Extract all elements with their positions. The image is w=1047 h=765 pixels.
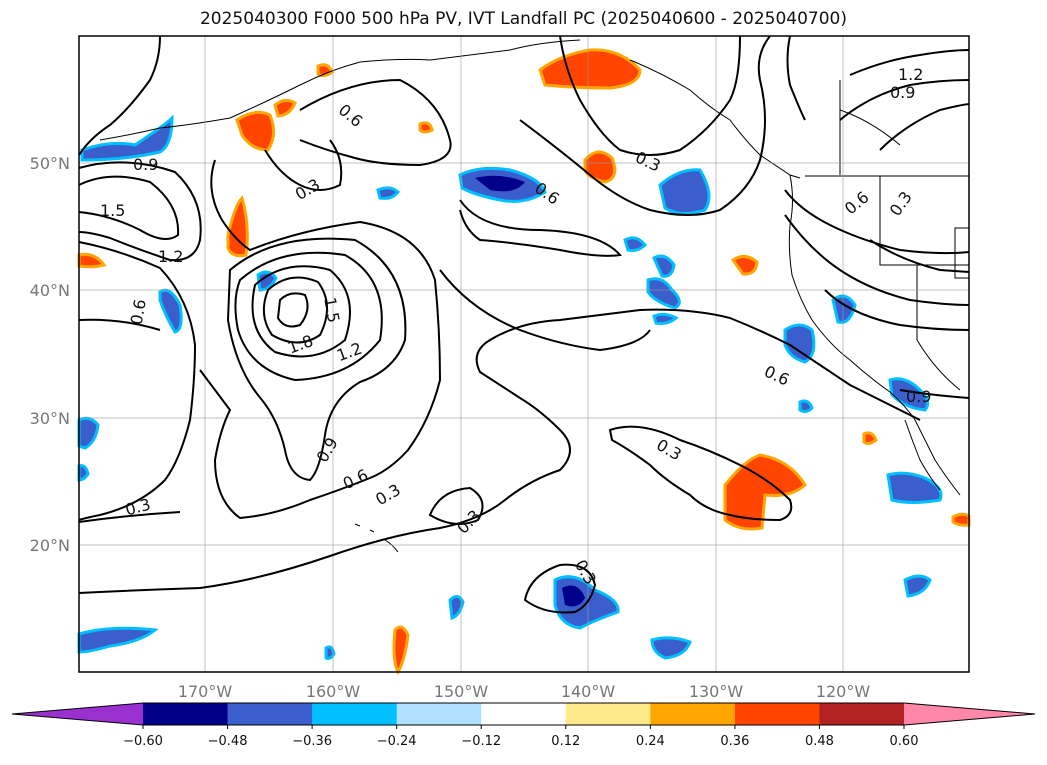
- latitude-labels: 50°N 40°N 30°N 20°N: [30, 154, 70, 555]
- colorbar-swatch: [143, 703, 229, 725]
- colorbar-tick-label: −0.36: [292, 734, 332, 749]
- map-frame: [78, 35, 970, 673]
- colorbar-tick-label: −0.12: [461, 734, 501, 749]
- ivt-filled-anomalies: [77, 48, 971, 676]
- colorbar-tick-label: 0.24: [636, 734, 665, 749]
- colorbar-swatch: [819, 703, 905, 725]
- lon-label: 120°W: [816, 682, 871, 701]
- colorbar-tick-label: −0.48: [208, 734, 248, 749]
- colorbar-tick-label: 0.12: [551, 734, 580, 749]
- svg-text:0.9: 0.9: [890, 83, 915, 102]
- colorbar-swatch: [312, 703, 398, 725]
- colorbar-tick-label: −0.60: [123, 734, 163, 749]
- lon-label: 140°W: [561, 682, 616, 701]
- lon-label: 150°W: [434, 682, 489, 701]
- lon-label: 130°W: [689, 682, 744, 701]
- colorbar-swatch: [650, 703, 736, 725]
- colorbar-extend-high: [904, 703, 1035, 725]
- svg-text:1.2: 1.2: [158, 247, 183, 266]
- colorbar-swatch: [227, 703, 313, 725]
- colorbar-swatch: [481, 703, 567, 725]
- svg-text:1.5: 1.5: [100, 201, 125, 220]
- colorbar-swatch: [734, 703, 820, 725]
- svg-text:0.9: 0.9: [133, 155, 158, 174]
- lon-label: 160°W: [306, 682, 361, 701]
- colorbar-swatch: [565, 703, 651, 725]
- lon-label: 170°W: [178, 682, 233, 701]
- colorbar-swatch: [396, 703, 482, 725]
- colorbar-extend-low: [12, 703, 143, 725]
- svg-text:0.6: 0.6: [127, 298, 150, 326]
- colorbar-tick-label: 0.36: [720, 734, 749, 749]
- lat-label: 50°N: [30, 154, 70, 173]
- colorbar-tick-label: −0.24: [377, 734, 417, 749]
- lat-label: 20°N: [30, 536, 70, 555]
- longitude-labels: 170°W 160°W 150°W 140°W 130°W 120°W: [178, 682, 871, 701]
- svg-text:0.9: 0.9: [906, 387, 931, 406]
- colorbar-tick-label: 0.60: [890, 734, 919, 749]
- svg-text:1.5: 1.5: [320, 296, 343, 324]
- colorbar-tick-label: 0.48: [805, 734, 834, 749]
- colorbar: −0.60 −0.48 −0.36 −0.24 −0.12 0.12 0.24 0.36 0.4…: [11, 702, 1036, 749]
- lat-label: 40°N: [30, 281, 70, 300]
- map-title: 2025040300 F000 500 hPa PV, IVT Landfall…: [199, 9, 847, 29]
- pv-contours: [78, 35, 970, 614]
- svg-text:1.2: 1.2: [898, 65, 923, 84]
- lat-label: 30°N: [30, 409, 70, 428]
